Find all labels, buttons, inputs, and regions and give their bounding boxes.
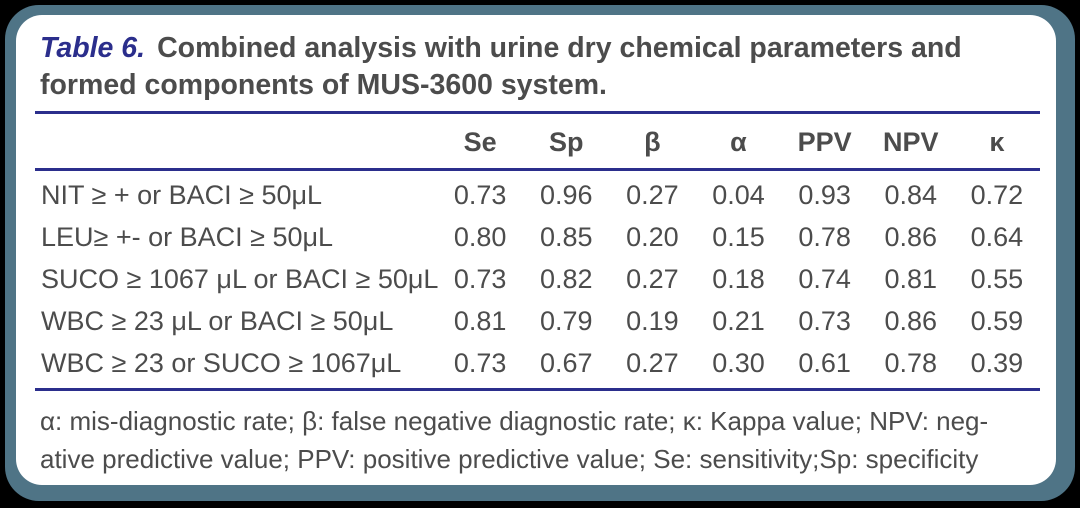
cell-value: 0.55: [970, 264, 1024, 294]
cell-value: 0.81: [453, 306, 507, 336]
row-label: LEU≥ +- or BACI ≥ 50μL: [41, 222, 334, 252]
cell-value: 0.59: [970, 306, 1024, 336]
column-header: PPV: [781, 114, 868, 171]
cell-value: 0.78: [798, 222, 851, 252]
column-header: Se: [437, 114, 524, 171]
cell-value: 0.67: [523, 342, 610, 391]
table-row: SUCO ≥ 1067 μL or BACI ≥ 50μL 0.73 0.82 0.2…: [35, 259, 1040, 301]
cell-value: 0.74: [798, 264, 851, 294]
footnote-line-2: ative predictive value; PPV: positive pr…: [40, 444, 979, 474]
row-label: WBC ≥ 23 or SUCO ≥ 1067μL: [35, 342, 438, 391]
cell-value: 0.86: [884, 306, 938, 336]
table-row: NIT ≥ + or BACI ≥ 50μL 0.73 0.96 0.27 0.04 0.…: [35, 170, 1040, 217]
column-header: NPV: [867, 114, 954, 171]
table-row: LEU≥ +- or BACI ≥ 50μL 0.80 0.85 0.20 0.15 0.…: [35, 217, 1040, 259]
table-card: Table 6. Combined analysis with urine dry…: [16, 15, 1056, 485]
row-label: NIT ≥ + or BACI ≥ 50μL: [41, 180, 323, 210]
cell-value: 0.93: [798, 180, 851, 210]
cell-value: 0.81: [884, 264, 938, 294]
cell-value: 0.73: [437, 342, 524, 391]
cell-value: 0.79: [539, 306, 593, 336]
cell-value: 0.80: [453, 222, 507, 252]
cell-value: 0.27: [626, 264, 679, 294]
cell-value: 0.96: [539, 180, 593, 210]
table-caption: Combined analysis with urine dry chemica…: [40, 32, 962, 101]
table-row: WBC ≥ 23 or SUCO ≥ 1067μL 0.73 0.67 0.27 0.3…: [35, 342, 1040, 391]
column-header: α: [695, 114, 782, 171]
cell-value: 0.78: [867, 342, 954, 391]
cell-value: 0.04: [712, 180, 765, 210]
cell-value: 0.15: [712, 222, 765, 252]
cell-value: 0.82: [539, 264, 593, 294]
cell-value: 0.86: [884, 222, 938, 252]
column-header: κ: [953, 114, 1040, 171]
table-title: Table 6. Combined analysis with urine dry…: [35, 30, 1040, 114]
cell-value: 0.19: [626, 306, 679, 336]
cell-value: 0.84: [884, 180, 938, 210]
table-number-label: Table 6.: [40, 32, 146, 64]
column-header: Sp: [523, 114, 610, 171]
data-table: Se Sp β α PPV NPV κ NIT ≥ + or BACI ≥ 50μL 0.73…: [35, 114, 1040, 391]
cell-value: 0.64: [970, 222, 1024, 252]
cell-value: 0.73: [798, 306, 851, 336]
cell-value: 0.73: [453, 264, 507, 294]
card-frame: Table 6. Combined analysis with urine dry…: [5, 5, 1075, 501]
column-header: β: [609, 114, 696, 171]
footnote-line-1: α: mis-diagnostic rate; β: false negativ…: [40, 406, 989, 436]
cell-value: 0.27: [626, 180, 679, 210]
cell-value: 0.61: [781, 342, 868, 391]
cell-value: 0.30: [695, 342, 782, 391]
table-header-row: Se Sp β α PPV NPV κ: [35, 114, 1040, 171]
cell-value: 0.20: [626, 222, 679, 252]
cell-value: 0.21: [712, 306, 765, 336]
cell-value: 0.39: [953, 342, 1040, 391]
table-footnote: α: mis-diagnostic rate; β: false negativ…: [35, 391, 1040, 478]
table-row: WBC ≥ 23 μL or BACI ≥ 50μL 0.81 0.79 0.19 0.…: [35, 301, 1040, 343]
cell-value: 0.27: [609, 342, 696, 391]
column-header-empty: [35, 114, 438, 171]
row-label: WBC ≥ 23 μL or BACI ≥ 50μL: [41, 306, 394, 336]
cell-value: 0.85: [539, 222, 593, 252]
cell-value: 0.18: [712, 264, 765, 294]
cell-value: 0.73: [453, 180, 507, 210]
row-label: SUCO ≥ 1067 μL or BACI ≥ 50μL: [41, 264, 439, 294]
cell-value: 0.72: [970, 180, 1024, 210]
